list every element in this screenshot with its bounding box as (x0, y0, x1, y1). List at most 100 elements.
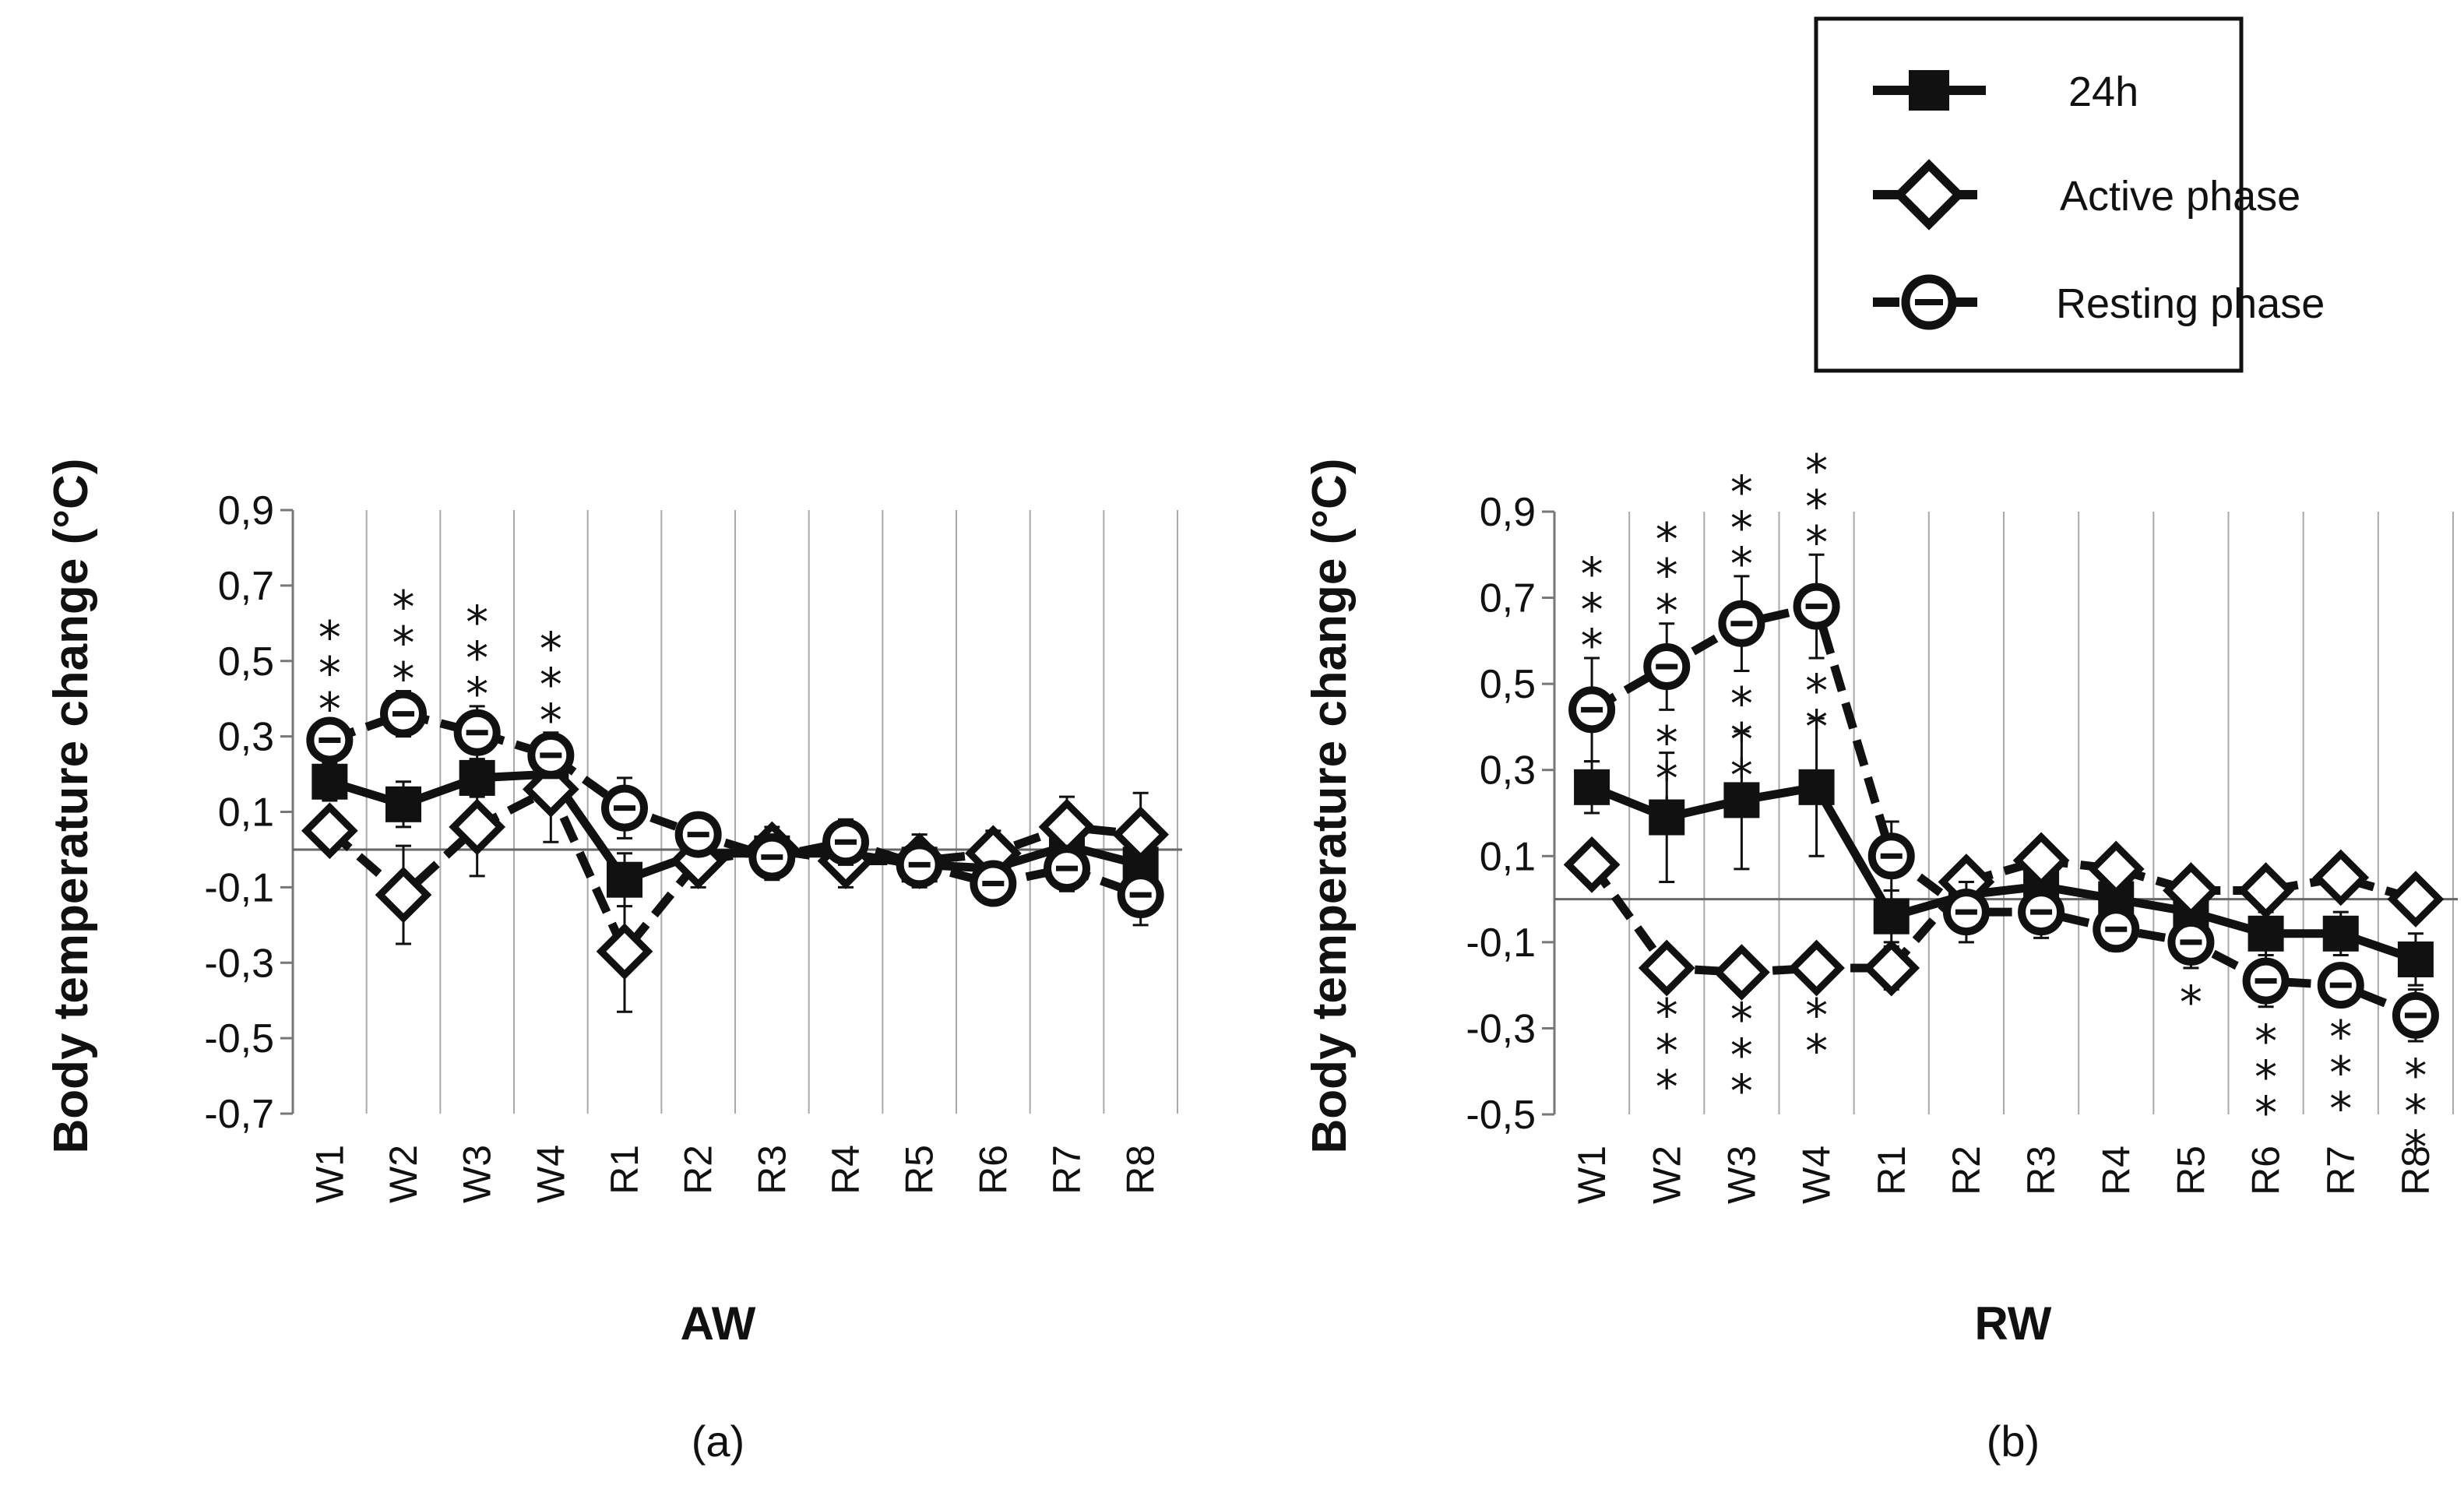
significance-stars: * * * (1730, 993, 1753, 1118)
data-point-marker (1798, 769, 1835, 805)
y-tick-label: -0,5 (1466, 1093, 1536, 1138)
x-tick-label: W4 (1795, 1146, 1839, 1204)
y-tick-label: -0,1 (1466, 920, 1536, 966)
data-point-marker (2322, 915, 2359, 952)
x-tick-label: R4 (824, 1145, 868, 1195)
x-tick-label: R5 (2169, 1146, 2212, 1195)
x-tick-label: W3 (1720, 1146, 1763, 1204)
panel-a-x-ticks: W1 W2 W3 W4 R1 R2 R3 R4 R5 R6 R7 R8 (308, 1145, 1162, 1203)
legend-24h-label: 24h (2068, 69, 2138, 115)
panel-b-plot-area (1563, 553, 2445, 1043)
panel-a-y-axis-label: Body temperature change (°C) (44, 459, 98, 1154)
panel-a-axes (291, 510, 1182, 1114)
legend-active-phase-label: Active phase (2060, 173, 2300, 220)
significance-stars: * (2180, 976, 2202, 1029)
significance-stars: * * * (1730, 466, 1753, 590)
data-point-marker (2397, 941, 2434, 977)
data-point-marker (1649, 799, 1685, 836)
y-tick-label: 0,1 (1480, 834, 1536, 879)
legend-item-active-phase: Active phase (1873, 159, 2300, 231)
x-tick-label: R7 (1045, 1145, 1089, 1195)
panel-a-gridlines (365, 510, 1178, 1114)
significance-stars: * * * (1656, 989, 1678, 1114)
data-point-marker (2248, 915, 2284, 952)
significance-stars: * * * (2329, 1010, 2352, 1135)
significance-stars: * * * (2255, 1015, 2277, 1139)
y-tick-label: 0,9 (1480, 490, 1536, 535)
panel-a-y-ticks: -0,7 -0,5 -0,3 -0,1 0,1 0,3 0,5 0,7 0,9 (204, 488, 293, 1137)
data-point-marker (1723, 782, 1760, 818)
significance-stars: * * (1805, 664, 1828, 753)
x-tick-label: R3 (2019, 1146, 2063, 1195)
x-tick-label: R2 (677, 1145, 720, 1195)
data-point-marker (1112, 806, 1170, 863)
panel-b-x-axis-title: RW (1975, 1297, 2052, 1350)
panel-b-chart: -0,5 -0,3 -0,1 0,1 0,3 0,5 0,7 0,9 W1 W2 W3 W4 R1 R2… (1303, 444, 2458, 1466)
x-tick-label: W4 (529, 1145, 572, 1203)
legend-active-diamond-marker-icon (1893, 159, 1965, 231)
panel-a-chart: -0,7 -0,5 -0,3 -0,1 0,1 0,3 0,5 0,7 0,9 W1 W2 W3 W4… (44, 459, 1182, 1466)
y-tick-label: 0,1 (218, 790, 274, 836)
significance-stars: * * (1805, 989, 1828, 1078)
x-tick-label: R3 (750, 1145, 794, 1195)
panel-b-y-axis-label: Body temperature change (°C) (1303, 459, 1357, 1154)
x-tick-label: W2 (1645, 1146, 1688, 1204)
legend-item-resting-phase: Resting phase (1873, 274, 2325, 330)
data-point-marker (522, 761, 579, 818)
significance-stars: * * * (1656, 716, 1678, 840)
significance-stars: * * * (1656, 513, 1678, 638)
data-point-marker (596, 923, 653, 980)
data-point-marker (2163, 862, 2219, 919)
data-point-marker (2387, 871, 2445, 928)
x-tick-label: W1 (308, 1145, 351, 1203)
series-resting-phase (1568, 553, 2439, 1043)
panel-b-axes (1553, 512, 2458, 1114)
y-tick-label: -0,1 (204, 865, 274, 910)
legend-resting-phase-label: Resting phase (2056, 280, 2325, 327)
data-point-marker (1713, 944, 1770, 1001)
y-tick-label: -0,7 (204, 1092, 274, 1137)
y-tick-label: 0,5 (218, 639, 274, 685)
y-tick-label: 0,9 (218, 488, 274, 533)
legend-24h-square-marker-icon (1909, 70, 1949, 111)
x-tick-label: R2 (1945, 1146, 1988, 1195)
data-point-marker (1574, 769, 1610, 805)
y-tick-label: -0,5 (204, 1016, 274, 1061)
x-tick-label: R6 (2244, 1146, 2288, 1195)
panel-b-label: (b) (1987, 1417, 2040, 1466)
data-point-marker (375, 866, 432, 924)
data-point-marker (312, 763, 348, 800)
panel-b-significance-markers: * * ** * ** * ** * ** * ** * ** ** * ** * ** *** * ** * ** * * (1581, 444, 2427, 1174)
data-point-marker (301, 802, 358, 860)
panel-a-label: (a) (692, 1417, 744, 1466)
data-point-marker (1638, 939, 1695, 997)
x-tick-label: R5 (898, 1145, 942, 1195)
x-tick-label: R1 (603, 1145, 646, 1195)
panel-a-plot-area (301, 690, 1170, 1013)
data-point-marker (2087, 840, 2145, 898)
panel-b-x-ticks: W1 W2 W3 W4 R1 R2 R3 R4 R5 R6 R7 R8 (1570, 1146, 2438, 1204)
x-tick-label: R8 (2394, 1146, 2438, 1195)
data-point-marker (1873, 898, 1910, 935)
y-tick-label: 0,3 (1480, 748, 1536, 794)
significance-stars: * * * (1730, 678, 1753, 802)
data-point-marker (1563, 836, 1621, 893)
y-tick-label: 0,3 (218, 715, 274, 760)
significance-stars: * * * (540, 622, 562, 747)
panel-b-y-ticks: -0,5 -0,3 -0,1 0,1 0,3 0,5 0,7 0,9 (1466, 490, 1554, 1138)
significance-stars: * * * (392, 581, 415, 706)
significance-stars: * * * (1581, 547, 1603, 672)
data-point-marker (1788, 939, 1845, 997)
y-tick-label: -0,3 (204, 941, 274, 986)
data-point-marker (2237, 862, 2294, 919)
x-tick-label: R1 (1870, 1146, 1913, 1195)
significance-stars: * * * (2404, 1049, 2427, 1174)
legend-item-24h: 24h (1873, 69, 2138, 115)
panel-a-significance-markers: * * * * * * * * * * * * (319, 581, 562, 747)
series-resting-phase (306, 690, 1164, 927)
x-tick-label: R7 (2319, 1146, 2363, 1195)
y-tick-label: 0,5 (1480, 662, 1536, 707)
y-tick-label: 0,7 (218, 564, 274, 609)
significance-stars: * * * (319, 611, 341, 735)
